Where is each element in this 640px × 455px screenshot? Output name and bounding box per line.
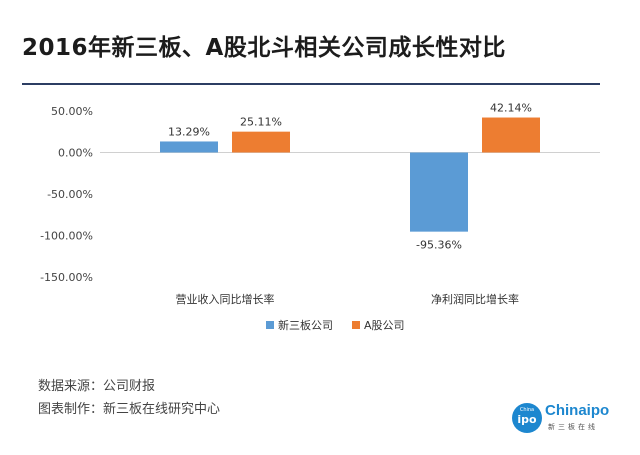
y-tick-label: -50.00% [47,188,93,201]
y-tick-label: 0.00% [58,147,93,160]
y-tick-label: -100.00% [40,230,93,243]
chinaipo-logo: China ipo Chinaipo 新三板在线 [512,401,632,435]
y-tick-label: 50.00% [51,105,93,118]
legend-swatch [352,321,360,329]
chinaipo-badge-icon: China ipo [512,403,542,433]
bar-xinsanban [160,141,218,153]
chart-maker-note: 图表制作：新三板在线研究中心 [38,402,221,417]
bar-ashare [482,117,540,153]
legend-swatch [266,321,274,329]
data-label: 25.11% [240,116,282,129]
title-divider [22,83,600,85]
data-label: 13.29% [168,125,210,138]
x-category-label: 净利润同比增长率 [431,292,519,306]
data-label: 42.14% [490,102,532,115]
x-category-label: 营业收入同比增长率 [176,292,275,306]
legend-label: A股公司 [364,319,405,332]
bar-ashare [232,131,290,153]
bar-xinsanban [410,152,468,232]
data-source-note: 数据来源：公司财报 [38,379,156,394]
legend-label: 新三板公司 [278,318,333,332]
bar-chart: 50.00% 0.00% -50.00% -100.00% -150.00% 13.29%… [40,102,600,332]
y-tick-label: -150.00% [40,271,93,284]
logo-subtitle: 新三板在线 [548,423,598,431]
data-label: -95.36% [416,239,462,252]
logo-wordmark: Chinaipo [545,402,610,419]
chart-title: 2016年新三板、A股北斗相关公司成长性对比 [22,35,506,61]
